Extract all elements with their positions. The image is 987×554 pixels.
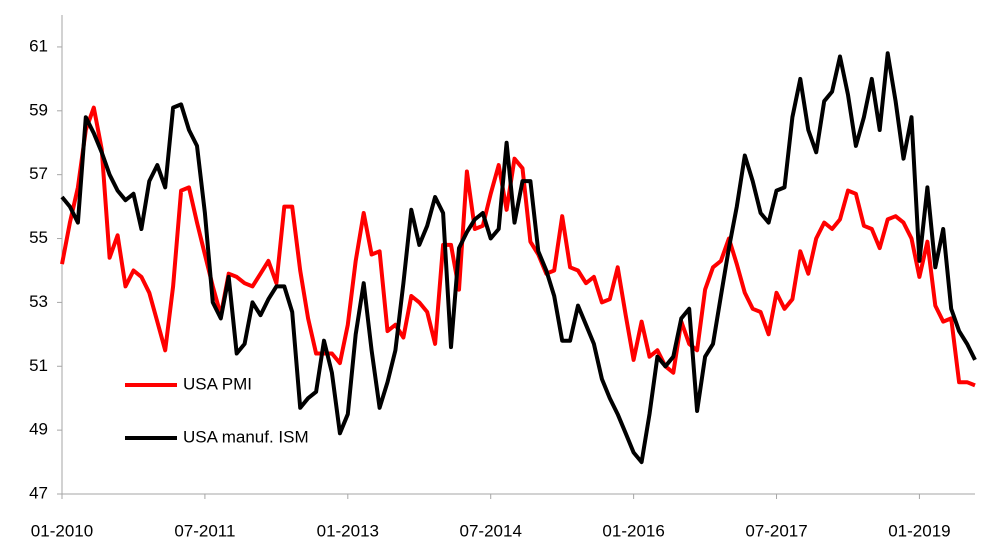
x-tick-label: 07-2011 [174,521,235,540]
x-tick-label: 01-2013 [317,521,379,540]
y-tick-label: 59 [29,100,48,119]
x-tick-label: 01-2019 [888,521,950,540]
x-tick-label: 07-2017 [745,521,807,540]
x-tick-label: 01-2016 [602,521,664,540]
y-tick-label: 53 [29,292,48,311]
y-tick-label: 51 [29,356,48,375]
legend-label: USA manuf. ISM [183,427,309,446]
y-tick-label: 49 [29,420,48,439]
y-tick-label: 57 [29,164,48,183]
x-tick-label: 07-2014 [460,521,522,540]
y-tick-label: 61 [29,36,48,55]
series-line [60,105,976,388]
y-tick-label: 55 [29,228,48,247]
y-tick-label: 47 [29,483,48,502]
series-line [60,51,977,465]
legend-label: USA PMI [183,374,252,393]
x-tick-label: 01-2010 [31,521,93,540]
